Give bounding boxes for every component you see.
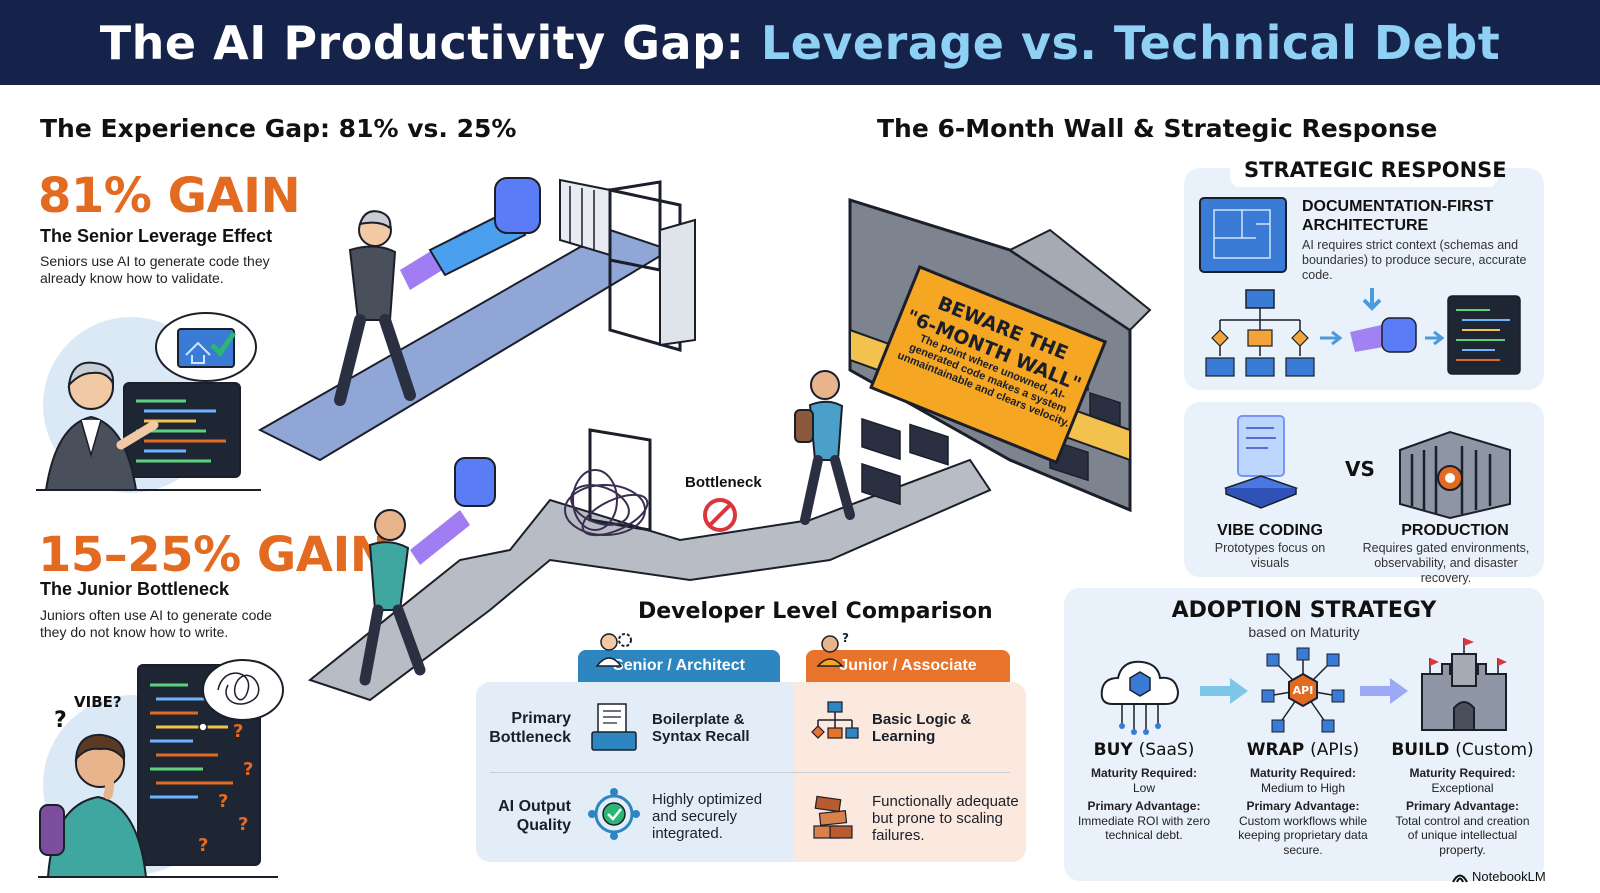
- keyboard-document-icon: [591, 703, 637, 751]
- junior-output-value: Functionally adequate but prone to scali…: [872, 793, 1019, 844]
- arrow-right-icon-1: [1200, 678, 1248, 704]
- wrap-label: WRAP: [1246, 740, 1305, 760]
- buy-advantage: Immediate ROI with zero technical debt.: [1077, 813, 1211, 843]
- strategic-title-tab: [1230, 155, 1498, 187]
- junior-associate-icon: ?: [816, 631, 849, 667]
- logic-flowchart-icon: [811, 701, 859, 739]
- vs-label: VS: [1345, 457, 1375, 481]
- castle-build-icon: [1421, 638, 1507, 731]
- arrow-right-icon-2: [1360, 678, 1408, 704]
- blueprint-icon: [1199, 197, 1287, 273]
- cloud-saas-icon: [1100, 660, 1180, 735]
- adoption-subtitle: based on Maturity: [1248, 624, 1360, 640]
- schema-to-code-diagram: [1205, 288, 1521, 377]
- row-label-output-quality: AI Output Quality: [498, 798, 571, 834]
- adoption-title: ADOPTION STRATEGY: [1171, 598, 1437, 623]
- wrap-advantage: Custom workflows while keeping proprieta…: [1238, 813, 1368, 857]
- question-mark-icon: ?: [54, 708, 67, 733]
- vibe-coding-text: Prototypes focus on visuals: [1214, 541, 1326, 570]
- title-main: The AI Productivity Gap:: [99, 15, 761, 70]
- wrap-maturity: Medium to High: [1260, 780, 1346, 795]
- strategy-build-name: BUILD (Custom): [1390, 740, 1535, 760]
- production-text: Requires gated environments, observabili…: [1362, 541, 1530, 585]
- row-label-bottleneck: Primary Bottleneck: [489, 710, 571, 746]
- holographic-prototype-icon: [1223, 415, 1299, 509]
- unstable-blocks-icon: [813, 795, 853, 839]
- junior-text: Juniors often use AI to generate code th…: [40, 607, 272, 640]
- strategy-build-details: Maturity Required: Exceptional Primary A…: [1390, 766, 1535, 857]
- tab-senior-label: Senior / Architect: [613, 657, 745, 674]
- build-maturity-label: Maturity Required:: [1409, 766, 1516, 780]
- bottleneck-label: Bottleneck: [685, 474, 762, 491]
- production-label: PRODUCTION: [1401, 522, 1509, 539]
- vibe-question-label: VIBE?: [74, 693, 122, 711]
- build-advantage-label: Primary Advantage:: [1406, 799, 1519, 813]
- senior-heading: The Senior Leverage Effect: [40, 226, 273, 246]
- notebooklm-logo-icon: [1452, 874, 1468, 882]
- buy-maturity: Low: [1132, 780, 1155, 795]
- api-hub-icon: API: [1261, 647, 1345, 733]
- title-accent: Leverage vs. Technical Debt: [760, 15, 1501, 70]
- senior-output-value: Highly optimized and securely integrated…: [652, 791, 763, 842]
- svg-text:?: ?: [233, 721, 243, 742]
- svg-text:?: ?: [842, 631, 849, 645]
- buy-paren: (SaaS): [1138, 740, 1195, 760]
- strategy-buy-name: BUY (SaaS): [1074, 740, 1214, 760]
- junior-heading: The Junior Bottleneck: [40, 579, 230, 599]
- integration-hub-icon: [588, 788, 640, 840]
- buy-advantage-label: Primary Advantage:: [1087, 799, 1201, 813]
- tab-junior-label: Junior / Associate: [839, 657, 977, 674]
- senior-illustration: [36, 312, 261, 493]
- notebooklm-label: NotebookLM: [1472, 869, 1546, 884]
- six-month-wall-title: The 6-Month Wall & Strategic Response: [877, 114, 1438, 143]
- experience-gap-title: The Experience Gap: 81% vs. 25%: [40, 114, 517, 143]
- senior-bottleneck-value: Boilerplate & Syntax Recall: [652, 711, 750, 745]
- svg-text:?: ?: [218, 791, 228, 812]
- strategy-wrap-name: WRAP (APIs): [1228, 740, 1378, 760]
- junior-bottleneck-value: Basic Logic & Learning: [872, 711, 972, 745]
- svg-text:?: ?: [243, 759, 253, 780]
- wrap-maturity-label: Maturity Required:: [1249, 766, 1356, 780]
- build-advantage: Total control and creation of unique int…: [1395, 813, 1530, 857]
- gated-fortress-icon: [1399, 430, 1511, 520]
- junior-gain: 15–25% GAIN: [38, 527, 390, 583]
- senior-architect-icon: [595, 633, 632, 667]
- junior-illustration: ????? VIBE? ?: [38, 659, 284, 878]
- page-title: The AI Productivity Gap: Leverage vs. Te…: [100, 16, 1500, 70]
- strategic-response-title: STRATEGIC RESPONSE: [1244, 158, 1507, 182]
- comparison-title: Developer Level Comparison: [638, 599, 993, 624]
- build-label: BUILD: [1391, 740, 1450, 760]
- build-paren: (Custom): [1455, 740, 1534, 760]
- buy-label: BUY: [1093, 740, 1133, 760]
- strategy-buy-details: Maturity Required: Low Primary Advantage…: [1074, 766, 1214, 843]
- vibe-coding-label: VIBE CODING: [1217, 522, 1323, 539]
- wrap-paren: (APIs): [1310, 740, 1360, 760]
- wrap-advantage-label: Primary Advantage:: [1246, 799, 1360, 813]
- build-maturity: Exceptional: [1431, 780, 1494, 795]
- svg-text:?: ?: [198, 835, 208, 856]
- doc-first-heading: DOCUMENTATION-FIRST ARCHITECTURE: [1302, 198, 1494, 234]
- comparison-divider: [490, 772, 1010, 773]
- notebooklm-watermark: NotebookLM: [1452, 869, 1546, 884]
- senior-gain: 81% GAIN: [38, 168, 301, 224]
- api-badge: API: [1293, 684, 1314, 697]
- adoption-strategy-panel: [1064, 588, 1544, 881]
- strategy-wrap-details: Maturity Required: Medium to High Primar…: [1228, 766, 1378, 857]
- senior-text: Seniors use AI to generate code they alr…: [40, 253, 270, 286]
- svg-text:?: ?: [238, 814, 248, 835]
- buy-maturity-label: Maturity Required:: [1090, 766, 1197, 780]
- doc-first-text: AI requires strict context (schemas and …: [1302, 238, 1527, 282]
- title-bar: The AI Productivity Gap: Leverage vs. Te…: [0, 0, 1600, 85]
- productivity-path-illustration: Bottleneck BEWARE THE "6-MONTH WALL": [257, 177, 1152, 702]
